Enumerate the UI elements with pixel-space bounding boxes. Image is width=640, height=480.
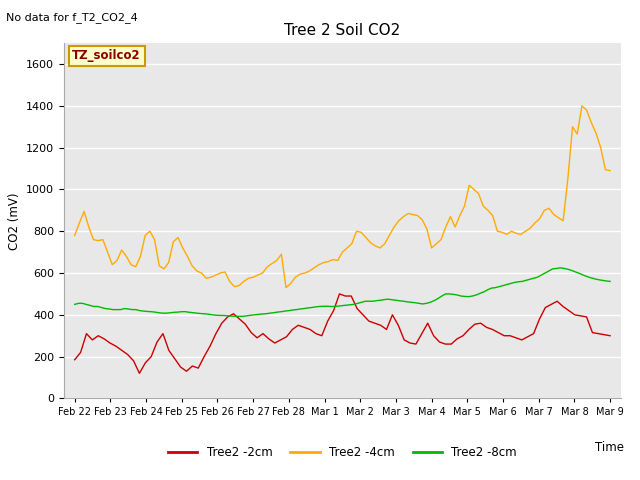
Line: Tree2 -4cm: Tree2 -4cm (75, 106, 610, 288)
Tree2 -4cm (282, 285, 290, 290)
Tree2 -2cm (530, 331, 538, 336)
Tree2 -2cm (506, 333, 514, 338)
Tree2 -2cm (71, 357, 79, 362)
Tree2 -2cm (335, 291, 343, 297)
Line: Tree2 -2cm: Tree2 -2cm (75, 294, 610, 373)
Tree2 -4cm (273, 258, 280, 264)
Tree2 -4cm (71, 232, 79, 238)
Tree2 -8cm (557, 265, 564, 271)
Tree2 -4cm (578, 103, 586, 109)
Tree2 -4cm (606, 168, 614, 174)
Tree2 -4cm (399, 214, 407, 219)
Tree2 -8cm (71, 301, 79, 307)
Tree2 -8cm (541, 270, 549, 276)
Tree2 -2cm (500, 333, 508, 338)
X-axis label: Time: Time (595, 441, 624, 454)
Tree2 -8cm (232, 313, 239, 319)
Tree2 -4cm (244, 276, 252, 281)
Tree2 -4cm (545, 205, 553, 211)
Tree2 -8cm (102, 306, 109, 312)
Tree2 -8cm (530, 276, 538, 281)
Tree2 -4cm (141, 232, 149, 238)
Tree2 -8cm (251, 312, 259, 318)
Y-axis label: CO2 (mV): CO2 (mV) (8, 192, 20, 250)
Title: Tree 2 Soil CO2: Tree 2 Soil CO2 (284, 23, 401, 38)
Tree2 -2cm (401, 337, 408, 343)
Tree2 -2cm (512, 335, 520, 341)
Tree2 -8cm (75, 300, 83, 306)
Text: No data for f_T2_CO2_4: No data for f_T2_CO2_4 (6, 12, 138, 23)
Tree2 -8cm (587, 275, 595, 281)
Line: Tree2 -8cm: Tree2 -8cm (75, 268, 610, 316)
Tree2 -2cm (606, 333, 614, 338)
Text: TZ_soilco2: TZ_soilco2 (72, 49, 141, 62)
Tree2 -2cm (136, 371, 143, 376)
Tree2 -2cm (477, 320, 484, 326)
Legend: Tree2 -2cm, Tree2 -4cm, Tree2 -8cm: Tree2 -2cm, Tree2 -4cm, Tree2 -8cm (163, 441, 522, 464)
Tree2 -8cm (606, 278, 614, 284)
Tree2 -4cm (193, 268, 201, 274)
